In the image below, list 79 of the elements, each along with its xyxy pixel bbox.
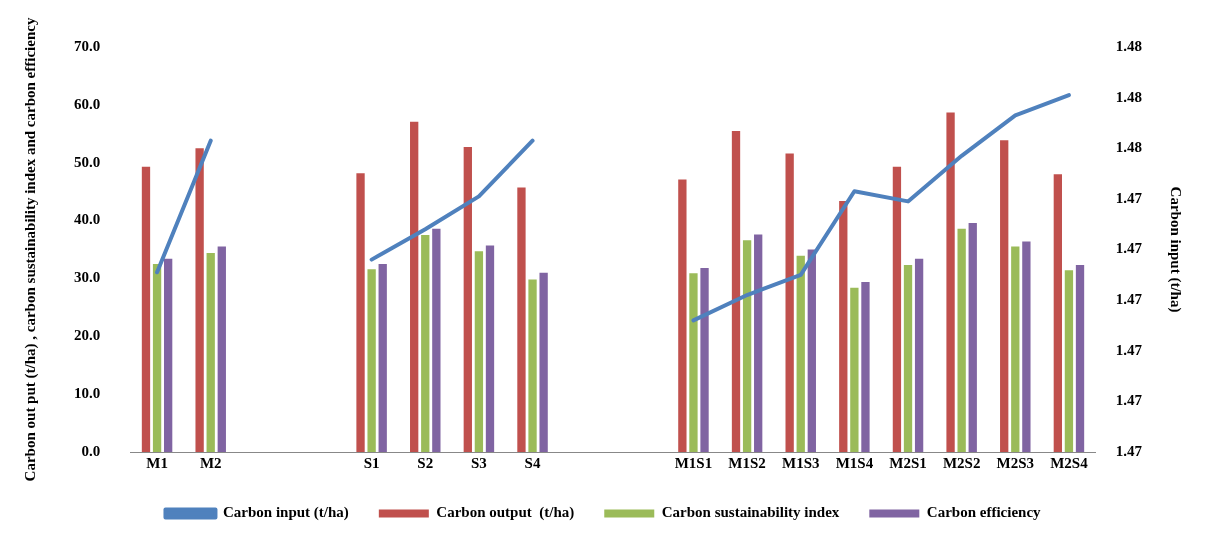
y-tick-label: 70.0 <box>74 37 101 54</box>
bar <box>1000 140 1009 452</box>
y-tick-label: 50.0 <box>74 153 101 170</box>
bar <box>164 258 173 452</box>
legend-label: Carbon efficiency <box>926 504 1042 521</box>
y-tick-label: 60.0 <box>74 95 101 112</box>
bar <box>217 246 226 452</box>
bar <box>785 153 794 452</box>
bar <box>152 263 162 452</box>
y2-tick-label: 1.47 <box>1115 189 1143 206</box>
bar <box>206 252 215 452</box>
bar <box>539 272 548 452</box>
y-tick-label: 0.0 <box>81 442 101 459</box>
bar <box>528 279 537 452</box>
y2-tick-label: 1.47 <box>1115 442 1143 459</box>
y-tick-label: 30.0 <box>74 269 101 286</box>
x-tick-label: M2S2 <box>942 454 981 471</box>
bar <box>1053 174 1062 452</box>
bar <box>378 263 387 452</box>
bar <box>1064 270 1074 452</box>
bar <box>410 121 419 452</box>
y2-tick-label: 1.48 <box>1115 88 1142 105</box>
legend-label: Carbon input (t/ha) <box>222 504 349 522</box>
bar <box>1022 241 1031 452</box>
bar <box>861 281 870 452</box>
bar <box>463 147 472 452</box>
x-tick-label: M1S3 <box>781 454 820 471</box>
bar <box>700 268 709 452</box>
x-tick-label: M2 <box>199 454 222 471</box>
y-tick-label: 20.0 <box>74 327 101 344</box>
bar <box>850 287 859 452</box>
y2-tick-label: 1.48 <box>1115 139 1142 156</box>
bar <box>421 235 430 452</box>
y2-axis-title: Carbon input (t/ha) <box>1167 186 1185 313</box>
bar <box>742 240 752 452</box>
bar <box>839 200 848 452</box>
x-tick-label: S3 <box>470 454 487 471</box>
y2-tick-label: 1.47 <box>1115 341 1143 358</box>
x-tick-label: M1S1 <box>674 454 713 471</box>
x-tick-label: M1 <box>146 454 168 471</box>
bar <box>1011 246 1020 452</box>
x-tick-label: M1S4 <box>835 454 874 471</box>
bar <box>367 269 376 452</box>
bar <box>356 173 365 452</box>
bar <box>968 222 977 452</box>
bar <box>796 255 805 452</box>
bar <box>517 187 526 452</box>
bar <box>754 234 763 452</box>
y-tick-label: 10.0 <box>74 385 101 402</box>
x-tick-label: M1S2 <box>728 454 766 471</box>
bar <box>195 148 204 452</box>
y-axis-title: Carbon out put (t/ha) , carbon sustainability index and carbon efficiency <box>21 17 39 482</box>
y2-tick-label: 1.47 <box>1115 240 1143 257</box>
x-tick-label: S1 <box>363 454 380 471</box>
y2-tick-label: 1.47 <box>1115 291 1143 307</box>
bar <box>892 166 902 452</box>
x-tick-label: S4 <box>524 454 541 471</box>
y2-tick-label: 1.47 <box>1115 392 1143 409</box>
legend-label: Carbon output (t/ha) <box>436 504 575 522</box>
bar <box>957 228 966 452</box>
x-tick-label: M2S1 <box>889 454 927 471</box>
legend-label: Carbon sustainability index <box>661 504 840 521</box>
bar <box>474 251 484 452</box>
x-tick-label: M2S3 <box>996 454 1035 471</box>
y-tick-label: 40.0 <box>74 211 101 228</box>
bar <box>914 258 924 452</box>
bar <box>689 273 698 452</box>
bar <box>1075 265 1085 452</box>
x-tick-label: M2S4 <box>1050 454 1089 471</box>
bar <box>807 249 816 452</box>
x-tick-label: S2 <box>417 454 434 471</box>
y2-tick-label: 1.48 <box>1115 37 1142 54</box>
bar <box>432 228 441 452</box>
bar <box>903 265 913 452</box>
bar <box>731 130 741 452</box>
bar <box>141 166 151 452</box>
bar <box>678 179 687 452</box>
bar <box>946 112 955 452</box>
bar <box>485 245 495 452</box>
